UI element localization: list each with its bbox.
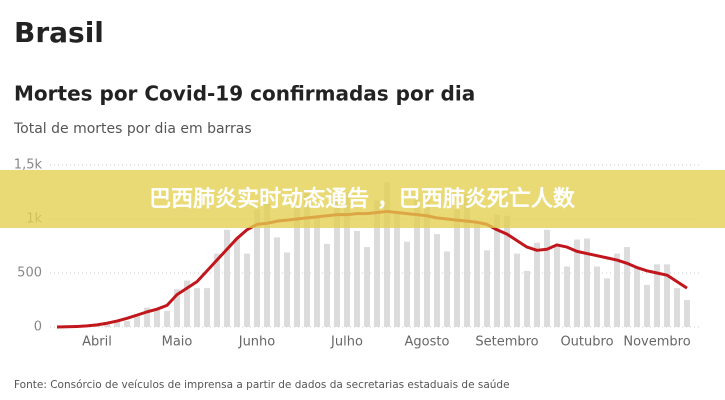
bar xyxy=(294,208,300,327)
bar xyxy=(654,264,660,327)
bar xyxy=(374,200,380,327)
bar xyxy=(414,197,420,327)
bar xyxy=(464,194,470,327)
plot: 05001k1,5kAbrilMaioJunhoJulhoAgostoSetem… xyxy=(14,158,700,350)
bar xyxy=(354,230,360,327)
bar xyxy=(324,243,330,327)
overlay-banner-text: 巴西肺炎实时动态通告 ，巴西肺炎死亡人数 xyxy=(149,186,576,212)
bar xyxy=(534,242,540,327)
bar xyxy=(224,229,230,327)
bar xyxy=(134,314,140,327)
bar xyxy=(334,197,340,327)
bar xyxy=(184,280,190,327)
y-tick-label: 500 xyxy=(17,266,42,281)
bar xyxy=(564,266,570,327)
y-tick-label: 1,5k xyxy=(14,158,43,173)
bar xyxy=(544,229,550,327)
x-tick-label: Julho xyxy=(330,335,363,350)
x-tick-label: Junho xyxy=(238,335,276,350)
bar xyxy=(154,308,160,327)
x-tick-label: Novembro xyxy=(623,335,690,350)
source: Fonte: Consórcio de veículos de imprensa… xyxy=(14,379,510,391)
bar xyxy=(524,270,530,327)
bar xyxy=(284,252,290,327)
bar xyxy=(314,216,320,327)
bar xyxy=(674,288,680,327)
bar xyxy=(274,237,280,327)
bar xyxy=(554,244,560,327)
bar xyxy=(234,238,240,327)
chart-subtitle: Total de mortes por dia em barras xyxy=(13,121,252,137)
bar xyxy=(624,247,630,327)
bar xyxy=(604,278,610,327)
bar xyxy=(174,289,180,327)
bar xyxy=(204,288,210,327)
bar xyxy=(664,264,670,327)
bar xyxy=(344,192,350,327)
x-tick-label: Abril xyxy=(82,335,112,350)
bar xyxy=(394,212,400,327)
bar xyxy=(474,222,480,327)
bar xyxy=(114,321,120,327)
x-tick-label: Outubro xyxy=(560,335,613,350)
bar xyxy=(444,251,450,327)
bar xyxy=(254,209,260,327)
bar xyxy=(404,241,410,327)
bar xyxy=(194,288,200,327)
bar xyxy=(644,284,650,327)
bar xyxy=(634,267,640,327)
x-tick-label: Agosto xyxy=(405,335,450,350)
x-tick-label: Setembro xyxy=(475,335,538,350)
bar xyxy=(304,190,310,327)
bar xyxy=(214,253,220,327)
bar xyxy=(504,215,510,327)
bar xyxy=(124,320,130,327)
bar xyxy=(144,307,150,327)
bar xyxy=(484,250,490,327)
chart-title: Mortes por Covid-19 confirmadas por dia xyxy=(14,82,475,106)
bar xyxy=(424,193,430,327)
bar xyxy=(494,214,500,327)
bar xyxy=(384,182,390,327)
bar xyxy=(614,253,620,327)
heading: Brasil xyxy=(14,16,104,49)
bar xyxy=(514,253,520,327)
bar xyxy=(684,300,690,327)
bar xyxy=(364,247,370,327)
overlay-banner xyxy=(0,170,725,228)
bar xyxy=(164,310,170,327)
bar xyxy=(244,253,250,327)
bar xyxy=(434,234,440,327)
x-tick-label: Maio xyxy=(162,335,193,350)
y-tick-label: 0 xyxy=(34,320,42,335)
bar xyxy=(454,209,460,327)
bar xyxy=(594,266,600,327)
bar xyxy=(574,239,580,327)
bar xyxy=(584,238,590,327)
bar xyxy=(264,202,270,327)
